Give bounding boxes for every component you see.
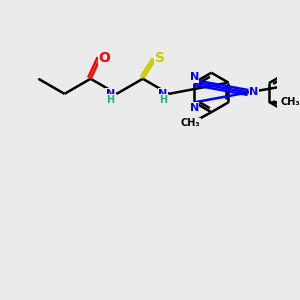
Text: N: N bbox=[190, 103, 199, 113]
Text: O: O bbox=[98, 51, 110, 65]
Text: CH₃: CH₃ bbox=[280, 97, 300, 107]
Text: N: N bbox=[250, 88, 259, 98]
Text: N: N bbox=[190, 72, 199, 82]
Text: S: S bbox=[155, 51, 165, 65]
Text: N: N bbox=[106, 89, 115, 99]
Text: N: N bbox=[158, 89, 167, 99]
Text: H: H bbox=[159, 95, 167, 105]
Text: CH₃: CH₃ bbox=[180, 118, 200, 128]
Text: H: H bbox=[106, 95, 115, 105]
